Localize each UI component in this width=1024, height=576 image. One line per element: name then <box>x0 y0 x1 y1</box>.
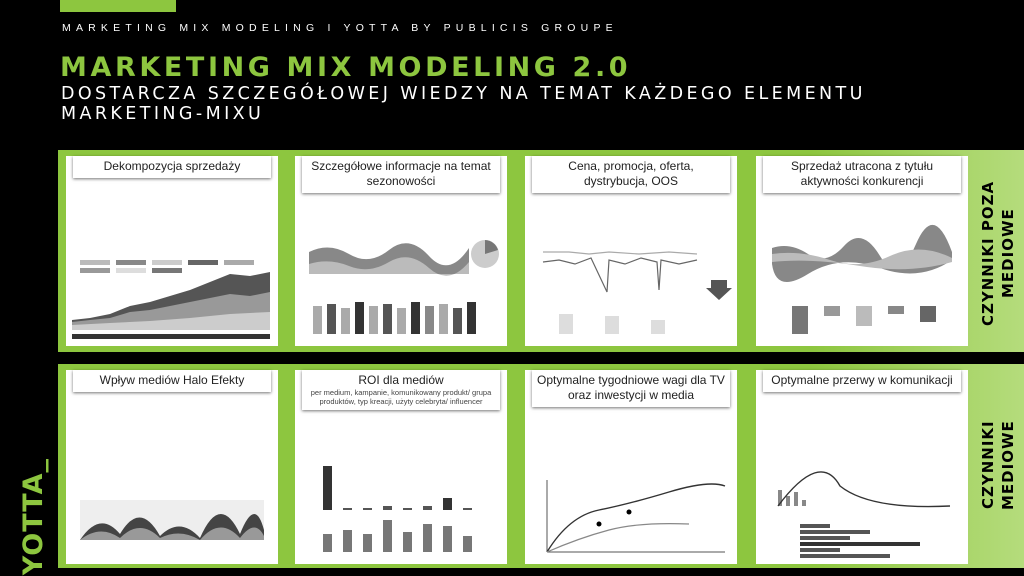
card-title: Optymalne przerwy w komunikacji <box>763 370 961 392</box>
accent-bar <box>60 0 176 12</box>
card-media-roi: ROI dla mediów per medium, kampanie, komu… <box>295 370 507 564</box>
card-title: ROI dla mediów per medium, kampanie, komu… <box>302 370 500 410</box>
card-tv-weights: Optymalne tygodniowe wagi dla TV oraz in… <box>525 370 737 564</box>
seasonality-chart-thumbnail <box>309 240 499 334</box>
competition-chart-thumbnail <box>772 224 952 334</box>
price-promotion-chart-thumbnail <box>542 251 732 334</box>
card-communication-breaks: Optymalne przerwy w komunikacji <box>756 370 968 564</box>
yotta-logo: YOTTA_ <box>18 458 49 576</box>
response-curve-chart-thumbnail <box>546 480 726 553</box>
card-competition: Sprzedaż utracona z tytułu aktywności ko… <box>756 156 968 346</box>
media-contribution-chart-thumbnail <box>80 500 264 540</box>
breaks-chart-thumbnail <box>777 471 951 558</box>
page-title: MARKETING MIX MODELING 2.0 <box>60 52 632 83</box>
header-kicker: MARKETING MIX MODELING I YOTTA BY PUBLIC… <box>62 22 618 34</box>
card-media-impact: Wpływ mediów Halo Efekty <box>66 370 278 564</box>
decomposition-area-chart-thumbnail <box>72 260 270 339</box>
card-title: Wpływ mediów Halo Efekty <box>73 370 271 392</box>
card-title: Dekompozycja sprzedaży <box>73 156 271 178</box>
card-title: Optymalne tygodniowe wagi dla TV oraz in… <box>532 370 730 407</box>
card-seasonality: Szczegółowe informacje na temat sezonowo… <box>295 156 507 346</box>
arrow-down-icon <box>706 280 732 300</box>
card-title: Szczegółowe informacje na temat sezonowo… <box>302 156 500 193</box>
card-sales-decomposition: Dekompozycja sprzedaży <box>66 156 278 346</box>
card-price-promo: Cena, promocja, oferta, dystrybucja, OOS <box>525 156 737 346</box>
card-title: Cena, promocja, oferta, dystrybucja, OOS <box>532 156 730 193</box>
roi-bar-chart-thumbnail <box>323 466 472 552</box>
section-label-non-media: CZYNNIKI POZA MEDIOWE <box>979 180 1017 326</box>
section-label-media: CZYNNIKI MEDIOWE <box>979 420 1017 510</box>
page-subtitle: DOSTARCZA SZCZEGÓŁOWEJ WIEDZY NA TEMAT K… <box>61 84 866 124</box>
card-title: Sprzedaż utracona z tytułu aktywności ko… <box>763 156 961 193</box>
